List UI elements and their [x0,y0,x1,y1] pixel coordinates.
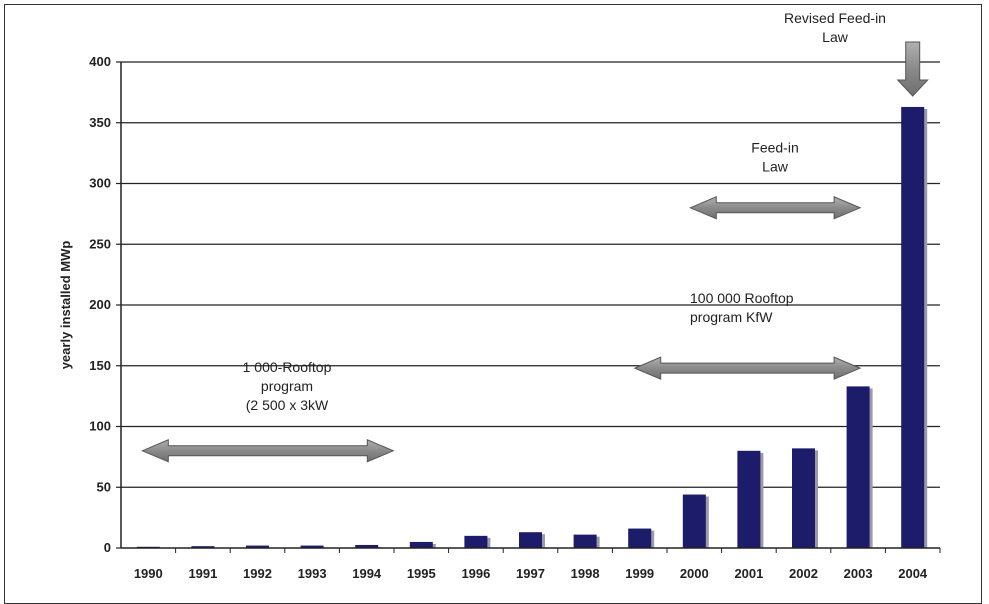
annotations: 1 000-Rooftop program (2 500 x 3kW 100 000 … [142,10,927,462]
annotation-feedin-line-1: Feed-in [751,139,798,155]
bar-2003 [847,386,870,548]
annotation-rooftop100000-line-2: program KfW [690,309,773,325]
annotation-rooftop1000-line-3: (2 500 x 3kW [246,397,329,413]
y-tick-label: 300 [89,176,111,191]
y-tick-label: 150 [89,358,111,373]
x-tick-label-1998: 1998 [571,566,600,581]
x-tick-label-1996: 1996 [461,566,490,581]
bar-1999 [628,529,651,548]
y-tick-label: 400 [89,54,111,69]
bar-1997 [519,532,542,548]
y-tick-label: 50 [97,479,111,494]
y-tick-label: 100 [89,419,111,434]
x-tick-label-1991: 1991 [188,566,217,581]
bar-1998 [574,535,597,548]
y-tick-label: 200 [89,297,111,312]
annotation-feedin-line-2: Law [762,158,789,174]
x-tick-label-2000: 2000 [680,566,709,581]
x-tick-label-1992: 1992 [243,566,272,581]
arrow-revised [898,42,928,96]
bar-1996 [464,536,487,548]
bar-2000 [683,495,706,548]
annotation-rooftop100000-line-1: 100 000 Rooftop [690,290,794,306]
arrow-feedin [690,197,860,219]
arrow-rooftop1000 [142,440,393,462]
arrow-rooftop100000 [635,357,860,379]
x-tick-label-2004: 2004 [898,566,928,581]
bar-2004 [901,107,924,548]
y-tick-label: 250 [89,236,111,251]
x-tick-label-1993: 1993 [298,566,327,581]
y-axis-label: yearly installed MWp [58,241,73,370]
y-tick-label: 350 [89,115,111,130]
x-tick-label-1999: 1999 [625,566,654,581]
x-tick-label-1990: 1990 [134,566,163,581]
annotation-revised-line-2: Law [822,29,849,45]
annotation-rooftop1000-line-2: program [261,378,313,394]
bars [137,107,927,548]
x-tick-label-1995: 1995 [407,566,436,581]
bar-chart: 0 50 100 150 200 250 300 350 400 yearly installed… [0,0,989,588]
bar-1995 [410,542,433,548]
bar-2002 [792,448,815,548]
x-tick-label-1997: 1997 [516,566,545,581]
y-tick-label: 0 [104,540,111,555]
bar-2001 [737,451,760,548]
x-tick-label-2002: 2002 [789,566,818,581]
annotation-rooftop1000-line-1: 1 000-Rooftop [243,359,332,375]
gridlines [121,62,940,487]
annotation-revised-line-1: Revised Feed-in [784,10,886,26]
x-tick-label-2001: 2001 [734,566,763,581]
x-tick-label-2003: 2003 [844,566,873,581]
x-tick-label-1994: 1994 [352,566,382,581]
